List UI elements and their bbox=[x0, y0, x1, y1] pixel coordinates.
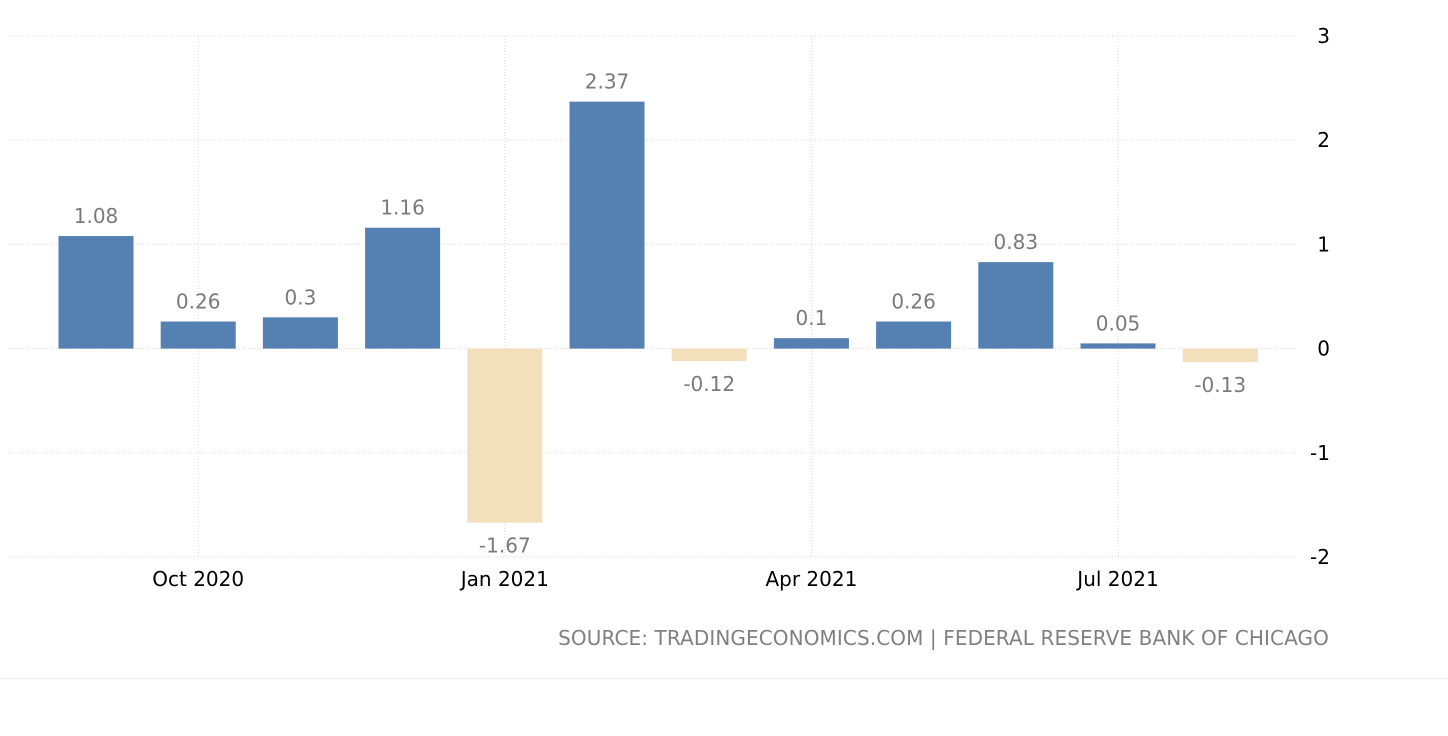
bar bbox=[58, 236, 134, 349]
data-label: 0.05 bbox=[1096, 311, 1141, 335]
bar bbox=[262, 317, 338, 349]
bar bbox=[978, 262, 1054, 349]
data-label: -0.13 bbox=[1194, 373, 1246, 397]
y-tick-label: -1 bbox=[1310, 441, 1330, 465]
x-tick-label: Jul 2021 bbox=[1075, 567, 1158, 591]
x-tick-label: Oct 2020 bbox=[152, 567, 244, 591]
data-label: -1.67 bbox=[479, 534, 531, 558]
data-labels: 1.08 0.26 0.3 1.16 -1.67 2.37 -0.12 0.1 0.26 0.83… bbox=[74, 70, 1246, 558]
data-label: 0.83 bbox=[994, 230, 1039, 254]
y-tick-label: 1 bbox=[1317, 232, 1330, 256]
bar bbox=[160, 321, 236, 349]
data-label: 0.3 bbox=[284, 285, 316, 309]
divider bbox=[0, 678, 1448, 679]
data-label: 1.08 bbox=[74, 204, 119, 228]
data-label: 1.16 bbox=[380, 196, 425, 220]
bar bbox=[1182, 348, 1258, 363]
data-label: 0.26 bbox=[176, 290, 221, 314]
y-tick-label: 0 bbox=[1317, 337, 1330, 361]
source-caption: SOURCE: TRADINGECONOMICS.COM | FEDERAL R… bbox=[558, 626, 1329, 650]
data-label: 2.37 bbox=[585, 70, 630, 94]
bar bbox=[1080, 343, 1156, 349]
bar bbox=[365, 227, 441, 349]
data-label: 0.26 bbox=[891, 290, 936, 314]
bar bbox=[467, 348, 543, 523]
y-tick-label: 2 bbox=[1317, 128, 1330, 152]
data-label: -0.12 bbox=[683, 372, 735, 396]
data-label: 0.1 bbox=[795, 306, 827, 330]
bar bbox=[773, 338, 849, 349]
x-tick-label: Apr 2021 bbox=[765, 567, 857, 591]
x-tick-label: Jan 2021 bbox=[459, 567, 549, 591]
bars bbox=[58, 101, 1258, 523]
y-axis-ticks: 3 2 1 0 -1 -2 bbox=[1310, 24, 1330, 569]
bar bbox=[671, 348, 747, 362]
y-tick-label: 3 bbox=[1317, 24, 1330, 48]
y-tick-label: -2 bbox=[1310, 545, 1330, 569]
bar bbox=[876, 321, 952, 349]
x-axis-ticks: Oct 2020 Jan 2021 Apr 2021 Jul 2021 bbox=[152, 567, 1158, 591]
bar bbox=[569, 101, 645, 349]
